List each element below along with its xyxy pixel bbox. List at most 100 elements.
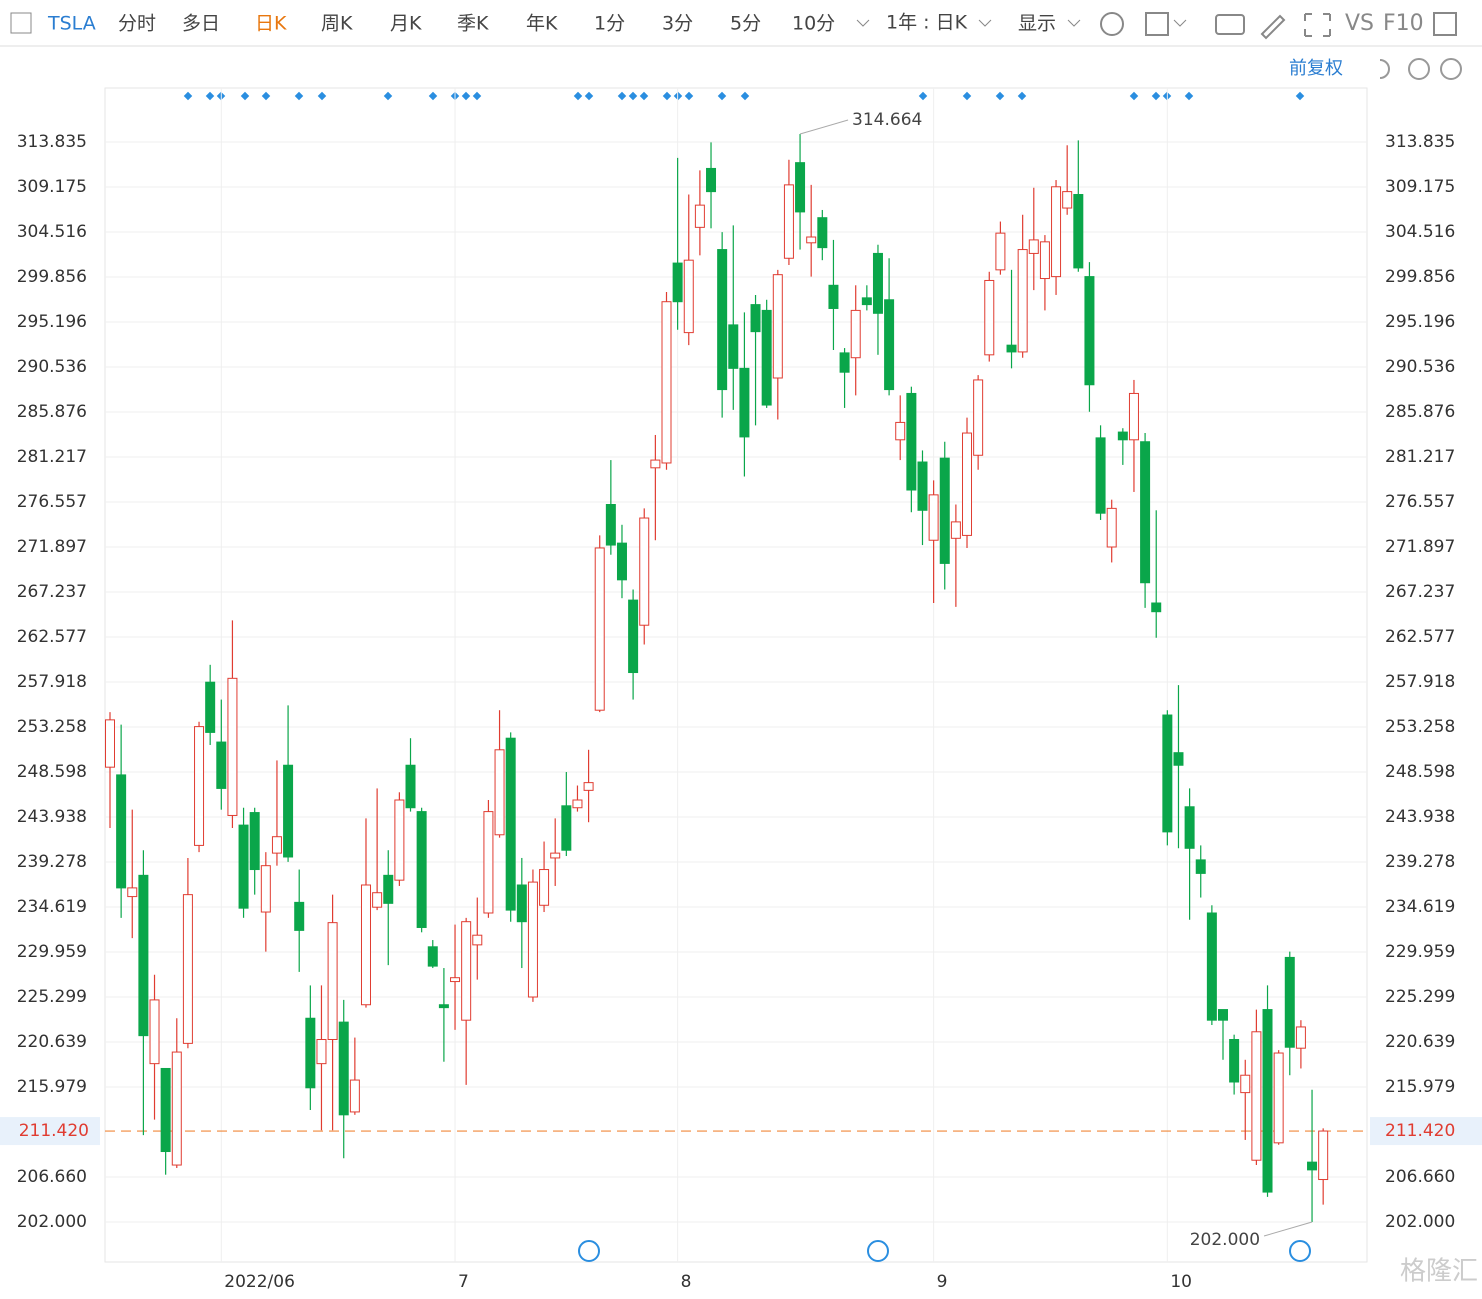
signal-dot <box>740 91 750 101</box>
candle-body <box>305 1017 316 1089</box>
symbol[interactable]: TSLA <box>47 13 96 35</box>
candle-body <box>895 421 906 441</box>
signal-dot <box>995 91 1005 101</box>
signal-dot <box>617 91 627 101</box>
x-tick-label: 8 <box>681 1272 692 1292</box>
y-tick-label-right: 215.979 <box>1385 1077 1455 1097</box>
x-tick-label: 2022/06 <box>224 1272 295 1292</box>
signal-dot <box>1017 91 1027 101</box>
candle-body <box>194 726 205 846</box>
candle-body <box>806 236 817 244</box>
y-tick-label-right: 309.175 <box>1385 177 1455 197</box>
y-tick-label: 285.876 <box>17 402 87 422</box>
period-tab[interactable]: 年K <box>526 13 558 35</box>
period-tab[interactable]: 分时 <box>118 13 156 35</box>
y-tick-label-right: 304.516 <box>1385 222 1455 242</box>
earnings-marker[interactable] <box>578 1240 600 1262</box>
panel-icon[interactable] <box>1433 12 1457 36</box>
candle-body <box>505 737 516 911</box>
earnings-marker[interactable] <box>1289 1240 1311 1262</box>
candle-body <box>561 805 572 851</box>
min-leader <box>1263 1221 1313 1237</box>
period-tab[interactable]: 3分 <box>662 13 693 35</box>
candle-body <box>1051 186 1062 278</box>
x-tick-label: 7 <box>458 1272 469 1292</box>
signal-dot <box>183 91 193 101</box>
candle-body <box>1151 602 1162 613</box>
candle-body <box>1195 859 1206 874</box>
f10-button[interactable]: F10 <box>1383 11 1424 36</box>
y-tick-label-right: 234.619 <box>1385 897 1455 917</box>
adjust-button[interactable]: 前复权 <box>1289 58 1343 79</box>
candle-body <box>861 297 872 306</box>
candle-body <box>1184 806 1195 849</box>
y-tick-label: 290.536 <box>17 357 87 377</box>
draw-icon[interactable] <box>1260 14 1286 40</box>
signal-dot <box>472 91 482 101</box>
candle-body <box>294 901 305 931</box>
period-tab[interactable]: 1分 <box>594 13 625 35</box>
candle-body <box>405 764 416 809</box>
y-tick-label-right: 239.278 <box>1385 852 1455 872</box>
y-tick-label-right: 267.237 <box>1385 582 1455 602</box>
signal-dot <box>383 91 393 101</box>
period-tab[interactable]: 季K <box>457 13 489 35</box>
candle-body <box>427 946 438 967</box>
period-tab[interactable]: 10分 <box>792 13 835 35</box>
candle-body <box>249 812 260 871</box>
sidebar-toggle[interactable] <box>10 12 32 34</box>
fullscreen-icon[interactable] <box>1304 13 1331 37</box>
candle-body <box>995 232 1006 271</box>
zoom-out[interactable] <box>1408 58 1430 80</box>
signal-dot <box>1151 91 1161 101</box>
settings-icon[interactable] <box>1100 12 1124 36</box>
more-periods[interactable] <box>856 19 870 27</box>
y-tick-label: 299.856 <box>17 267 87 287</box>
signal-dot <box>918 91 928 101</box>
candle-body <box>494 749 505 836</box>
candle-body <box>171 1051 182 1166</box>
candle-body <box>1218 1009 1228 1021</box>
zoom-in[interactable] <box>1440 58 1462 80</box>
candle-body <box>817 217 828 249</box>
candle-body <box>116 774 127 889</box>
candle-body <box>939 457 950 564</box>
y-tick-label: 248.598 <box>17 762 87 782</box>
period-tab[interactable]: 5分 <box>730 13 761 35</box>
period-tab[interactable]: 周K <box>321 13 353 35</box>
y-tick-label-right: 276.557 <box>1385 492 1455 512</box>
camera-icon[interactable] <box>1215 14 1245 35</box>
undo-icon[interactable] <box>1379 59 1390 79</box>
display-menu[interactable]: 显示 <box>1018 13 1056 35</box>
period-tab[interactable]: 日K <box>255 13 287 35</box>
candle-body <box>672 262 683 303</box>
vs-button[interactable]: VS <box>1345 11 1374 36</box>
candle-body <box>1140 441 1151 584</box>
candle-body <box>1173 752 1184 766</box>
y-tick-label: 239.278 <box>17 852 87 872</box>
y-tick-label: 271.897 <box>17 537 87 557</box>
candle-body <box>1017 249 1028 353</box>
candle-body <box>160 1067 171 1153</box>
signal-dot <box>1129 91 1139 101</box>
event-marker[interactable] <box>867 1240 889 1262</box>
range-selector[interactable]: 1年 : 日K <box>886 12 968 34</box>
shape-chevron <box>1173 19 1187 27</box>
signal-dot <box>294 91 304 101</box>
y-tick-label: 309.175 <box>17 177 87 197</box>
candle-body <box>1084 276 1095 386</box>
signal-dot <box>205 91 215 101</box>
candle-body <box>950 521 961 539</box>
candle-body <box>1295 1026 1306 1049</box>
signal-dot <box>684 91 694 101</box>
y-tick-label-right: 229.959 <box>1385 942 1455 962</box>
y-tick-label: 243.938 <box>17 807 87 827</box>
shape-icon[interactable] <box>1145 12 1169 36</box>
candle-body <box>416 811 427 928</box>
period-tab[interactable]: 多日 <box>182 13 220 35</box>
signal-dot <box>240 91 250 101</box>
period-tab[interactable]: 月K <box>390 13 422 35</box>
y-tick-label-right: 202.000 <box>1385 1212 1455 1232</box>
y-tick-label: 229.959 <box>17 942 87 962</box>
y-tick-label: 202.000 <box>17 1212 87 1232</box>
